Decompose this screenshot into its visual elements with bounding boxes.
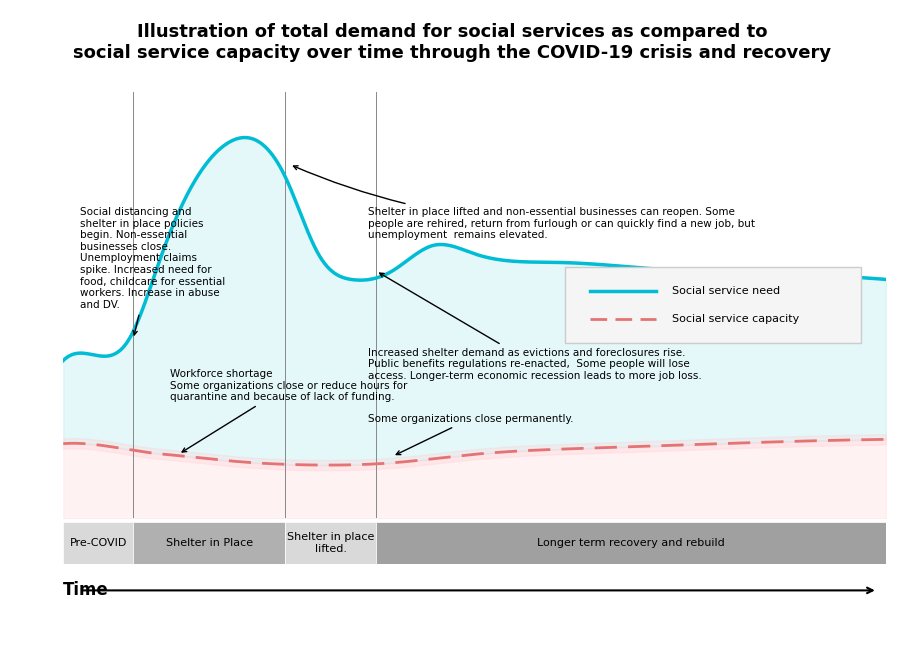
FancyBboxPatch shape: [63, 522, 133, 564]
Text: Social service need: Social service need: [671, 287, 779, 297]
Text: Shelter in place lifted and non-essential businesses can reopen. Some
people are: Shelter in place lifted and non-essentia…: [293, 166, 754, 240]
Text: Longer term recovery and rebuild: Longer term recovery and rebuild: [536, 538, 724, 548]
Text: Some organizations close permanently.: Some organizations close permanently.: [368, 414, 573, 455]
Text: Shelter in place
lifted.: Shelter in place lifted.: [286, 532, 374, 554]
Text: Social distancing and
shelter in place policies
begin. Non-essential
businesses : Social distancing and shelter in place p…: [79, 207, 225, 335]
FancyBboxPatch shape: [285, 522, 376, 564]
Text: Workforce shortage
Some organizations close or reduce hours for
quarantine and b: Workforce shortage Some organizations cl…: [170, 369, 407, 452]
Text: Social service capacity: Social service capacity: [671, 314, 798, 323]
Text: Time: Time: [63, 581, 109, 600]
FancyBboxPatch shape: [133, 522, 285, 564]
FancyBboxPatch shape: [376, 522, 885, 564]
Text: Increased shelter demand as evictions and foreclosures rise.
Public benefits reg: Increased shelter demand as evictions an…: [368, 273, 701, 381]
FancyBboxPatch shape: [564, 267, 861, 344]
Text: Shelter in Place: Shelter in Place: [165, 538, 253, 548]
Text: Illustration of total demand for social services as compared to
social service c: Illustration of total demand for social …: [73, 23, 830, 62]
Text: Pre-COVID: Pre-COVID: [70, 538, 126, 548]
